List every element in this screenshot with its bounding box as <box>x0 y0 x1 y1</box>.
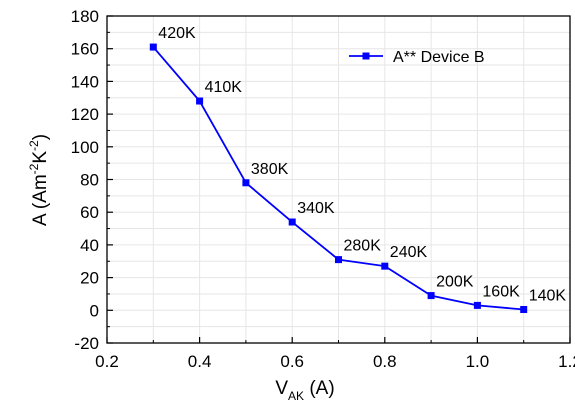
y-tick-label: 120 <box>71 105 99 124</box>
y-tick-label: 60 <box>80 203 99 222</box>
y-axis-title-end: ) <box>30 134 51 140</box>
axis-ticks <box>106 15 571 344</box>
data-label: 240K <box>390 244 428 261</box>
legend-marker <box>362 52 370 60</box>
data-label: 410K <box>205 79 243 96</box>
y-tick-labels: -20 0 20 40 60 80 100 120 140 160 180 <box>71 7 99 353</box>
x-axis-title-unit: (A) <box>304 378 335 399</box>
y-tick-label: 100 <box>71 138 99 157</box>
data-label: 140K <box>529 287 567 304</box>
y-tick-label: 160 <box>71 40 99 59</box>
data-point <box>473 301 481 309</box>
y-axis-title: A (Am-2K-2) <box>27 134 51 226</box>
data-label: 280K <box>344 238 382 255</box>
data-point <box>196 97 204 105</box>
x-axis-title-sub: AK <box>288 389 304 403</box>
data-label: 160K <box>482 283 520 300</box>
y-axis-title-main: A (Am <box>30 174 51 226</box>
y-tick-label: 20 <box>80 269 99 288</box>
y-tick-label: -20 <box>74 334 99 353</box>
series-group <box>149 43 528 313</box>
data-point <box>149 43 157 51</box>
data-label: 380K <box>251 161 289 178</box>
x-axis-title: VAK (A) <box>275 378 334 403</box>
x-tick-label: 1.0 <box>466 352 490 371</box>
legend-label: A** Device B <box>393 49 485 66</box>
data-point <box>520 305 528 313</box>
data-label: 420K <box>158 25 196 42</box>
x-tick-label: 0.6 <box>280 352 304 371</box>
data-point <box>242 179 250 187</box>
x-tick-label: 0.8 <box>373 352 397 371</box>
y-tick-label: 0 <box>90 301 99 320</box>
point-labels: 420K 410K 380K 340K 280K 240K 200K 160K 140K <box>158 25 566 304</box>
data-point <box>335 256 342 264</box>
data-label: 340K <box>297 200 335 217</box>
x-axis-title-main: V <box>275 378 288 399</box>
y-axis-title-sup2: -2 <box>27 140 41 151</box>
legend: A** Device B <box>349 49 485 66</box>
data-point <box>427 292 435 300</box>
y-tick-label: 180 <box>71 7 99 26</box>
data-point <box>381 262 389 270</box>
x-tick-labels: 0.2 0.4 0.6 0.8 1.0 1.2 <box>95 352 575 371</box>
x-tick-label: 0.2 <box>95 352 119 371</box>
y-tick-label: 140 <box>71 72 99 91</box>
x-tick-label: 1.2 <box>558 352 575 371</box>
y-axis-title-sup1: -2 <box>27 163 41 174</box>
data-label: 200K <box>436 274 474 291</box>
y-tick-label: 80 <box>80 171 99 190</box>
y-tick-label: 40 <box>80 236 99 255</box>
x-tick-label: 0.4 <box>188 352 212 371</box>
y-axis-title-mid: K <box>30 151 51 164</box>
data-point <box>288 218 296 226</box>
